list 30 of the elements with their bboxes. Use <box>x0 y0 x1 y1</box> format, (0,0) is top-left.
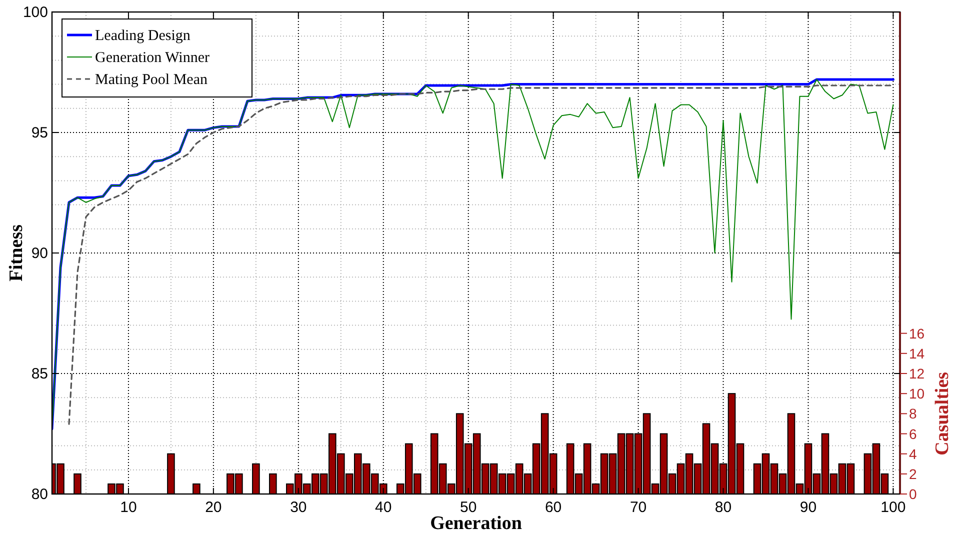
y2-tick-label: 16 <box>909 325 925 342</box>
y-tick-label: 100 <box>22 4 48 21</box>
x-axis-title: Generation <box>430 513 522 534</box>
y2-tick-label: 10 <box>909 386 925 402</box>
x-tick-label: 30 <box>290 499 307 516</box>
x-tick-label: 20 <box>205 499 222 516</box>
legend-label: Leading Design <box>95 28 191 44</box>
y2-tick-label: 4 <box>909 446 917 462</box>
x-tick-label: 80 <box>714 499 732 516</box>
x-tick-label: 60 <box>544 499 562 516</box>
y2-tick-label: 8 <box>909 406 917 422</box>
y2-tick-label: 0 <box>909 486 917 502</box>
x-tick-label: 40 <box>375 499 392 516</box>
y2-axis-title: Casualties <box>932 372 953 456</box>
y2-tick-label: 12 <box>909 366 925 382</box>
x-tick-label: 100 <box>880 499 906 516</box>
x-tick-label: 70 <box>630 499 647 516</box>
y-tick-label: 90 <box>31 245 48 262</box>
y-axis-title: Fitness <box>6 224 27 282</box>
y-tick-label: 80 <box>31 486 48 503</box>
y2-tick-label: 6 <box>909 426 917 442</box>
y2-tick-label: 2 <box>909 466 917 482</box>
legend-label: Mating Pool Mean <box>95 72 208 88</box>
x-tick-label: 10 <box>120 499 137 516</box>
x-tick-label: 50 <box>460 499 477 516</box>
legend-label: Generation Winner <box>95 50 210 66</box>
y2-tick-label: 14 <box>909 345 925 362</box>
y-tick-label: 85 <box>31 366 48 382</box>
x-tick-label: 90 <box>800 499 817 516</box>
y-tick-label: 95 <box>31 124 48 142</box>
